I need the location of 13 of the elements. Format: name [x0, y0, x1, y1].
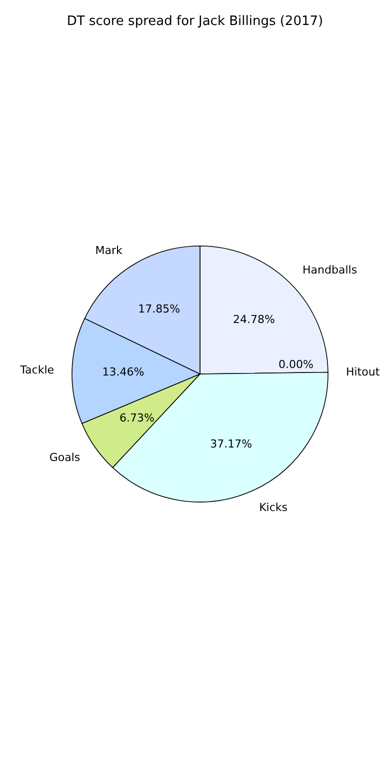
data-label: 17.85% [138, 302, 180, 316]
data-label: 6.73% [119, 411, 154, 424]
slice-label: Handballs [302, 264, 358, 277]
slice-label: Tackle [19, 364, 54, 377]
slice-label: Mark [95, 244, 123, 257]
chart-title: DT score spread for Jack Billings (2017) [66, 14, 324, 29]
slice-label: Goals [49, 450, 80, 464]
text: 0.00% [278, 358, 314, 372]
category-label: Hitout [346, 366, 380, 379]
data-label: 37.17% [210, 438, 252, 451]
data-label: 24.78% [232, 312, 275, 326]
data-label: 13.46% [102, 365, 144, 378]
slice-label: Kicks [259, 501, 288, 514]
